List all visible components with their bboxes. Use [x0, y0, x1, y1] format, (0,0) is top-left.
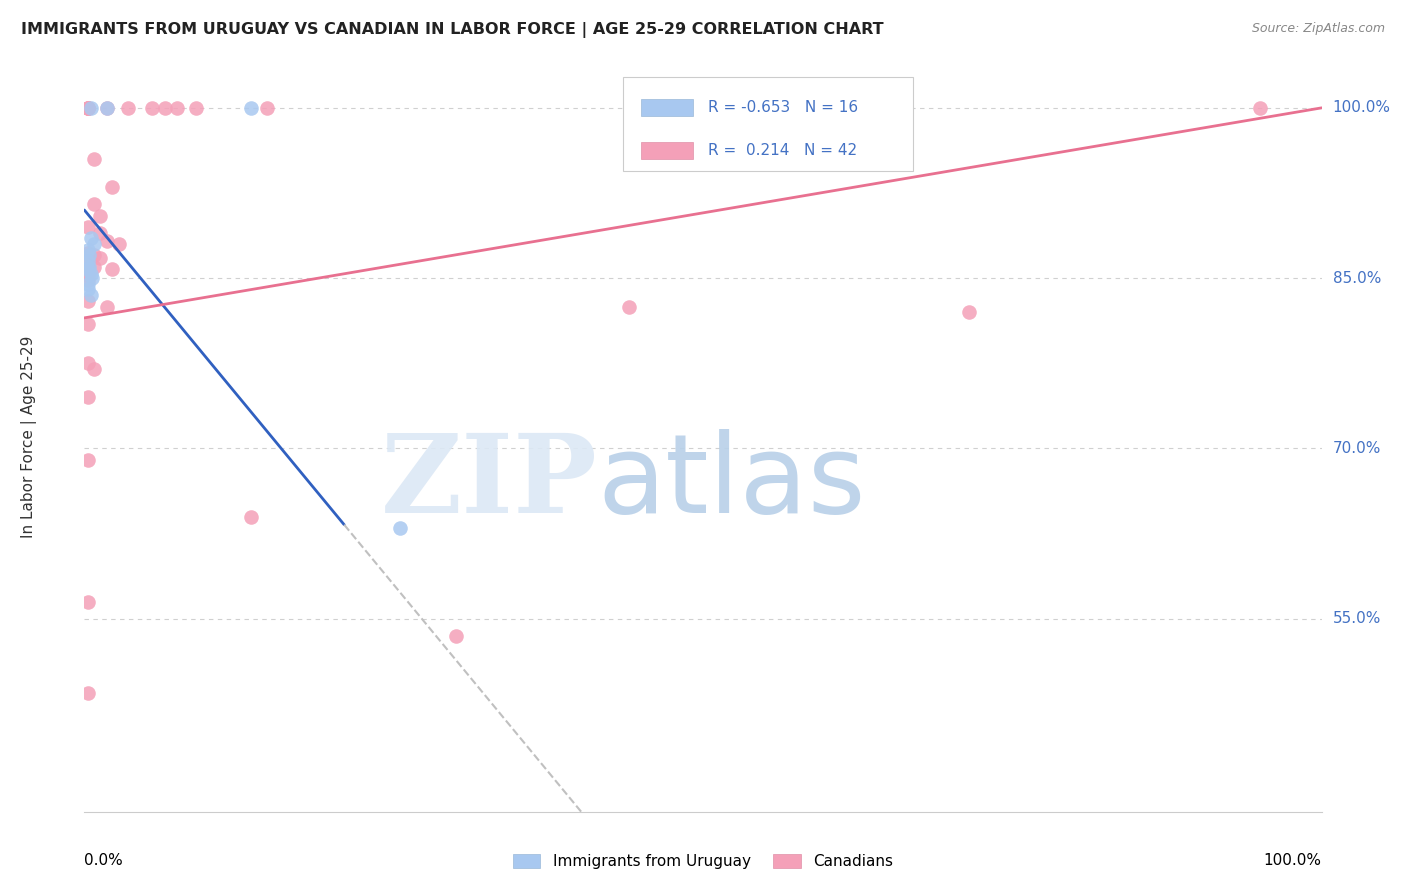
Point: [184, 101, 207, 115]
Point: [96, 101, 118, 115]
Text: Source: ZipAtlas.com: Source: ZipAtlas.com: [1251, 22, 1385, 36]
Point: [83, 237, 105, 252]
Point: [141, 101, 163, 115]
Point: [77, 595, 100, 609]
Point: [77, 317, 100, 331]
Point: [79, 267, 101, 281]
Point: [83, 260, 105, 274]
Point: [79, 231, 101, 245]
Point: [77, 101, 100, 115]
Point: [77, 390, 100, 404]
Point: [83, 362, 105, 376]
Text: R =  0.214   N = 42: R = 0.214 N = 42: [709, 143, 858, 158]
Point: [89, 251, 111, 265]
Point: [100, 180, 122, 194]
Point: [108, 237, 131, 252]
Point: [83, 248, 105, 262]
Point: [83, 152, 105, 166]
Text: ZIP: ZIP: [381, 428, 598, 535]
Point: [80, 271, 103, 285]
Point: [444, 629, 467, 643]
FancyBboxPatch shape: [623, 78, 914, 171]
Point: [79, 101, 101, 115]
Point: [100, 262, 122, 277]
Point: [96, 300, 118, 314]
Text: 100.0%: 100.0%: [1264, 853, 1322, 868]
Point: [617, 300, 640, 314]
Text: 0.0%: 0.0%: [84, 853, 124, 868]
Point: [77, 101, 100, 115]
Point: [77, 356, 100, 370]
Text: 70.0%: 70.0%: [1333, 441, 1381, 456]
Point: [77, 243, 100, 257]
Text: atlas: atlas: [598, 428, 866, 535]
Point: [388, 521, 411, 535]
Point: [166, 101, 188, 115]
Point: [96, 101, 118, 115]
Point: [79, 260, 101, 274]
Legend: Immigrants from Uruguay, Canadians: Immigrants from Uruguay, Canadians: [506, 848, 900, 875]
Point: [77, 246, 100, 260]
Point: [117, 101, 139, 115]
Point: [77, 452, 100, 467]
Point: [83, 197, 105, 211]
Point: [77, 101, 100, 115]
Point: [957, 305, 980, 319]
Point: [153, 101, 176, 115]
Point: [77, 277, 100, 291]
Text: R = -0.653   N = 16: R = -0.653 N = 16: [709, 100, 858, 115]
Point: [79, 248, 101, 262]
Text: IMMIGRANTS FROM URUGUAY VS CANADIAN IN LABOR FORCE | AGE 25-29 CORRELATION CHART: IMMIGRANTS FROM URUGUAY VS CANADIAN IN L…: [21, 22, 884, 38]
Text: 100.0%: 100.0%: [1333, 101, 1391, 115]
Point: [77, 268, 100, 282]
Point: [77, 254, 100, 268]
Point: [77, 262, 100, 277]
FancyBboxPatch shape: [641, 142, 693, 159]
Point: [77, 273, 100, 287]
Point: [77, 283, 100, 297]
Text: 85.0%: 85.0%: [1333, 270, 1381, 285]
Point: [77, 685, 100, 699]
Point: [77, 220, 100, 235]
Point: [79, 288, 101, 302]
Point: [89, 226, 111, 240]
Point: [77, 101, 100, 115]
Point: [77, 258, 100, 272]
Point: [240, 101, 263, 115]
FancyBboxPatch shape: [641, 99, 693, 116]
Point: [77, 293, 100, 308]
Text: In Labor Force | Age 25-29: In Labor Force | Age 25-29: [21, 336, 37, 538]
Point: [96, 234, 118, 248]
Text: 55.0%: 55.0%: [1333, 611, 1381, 626]
Point: [256, 101, 278, 115]
Point: [77, 101, 100, 115]
Point: [240, 509, 263, 524]
Point: [1249, 101, 1271, 115]
Point: [89, 209, 111, 223]
